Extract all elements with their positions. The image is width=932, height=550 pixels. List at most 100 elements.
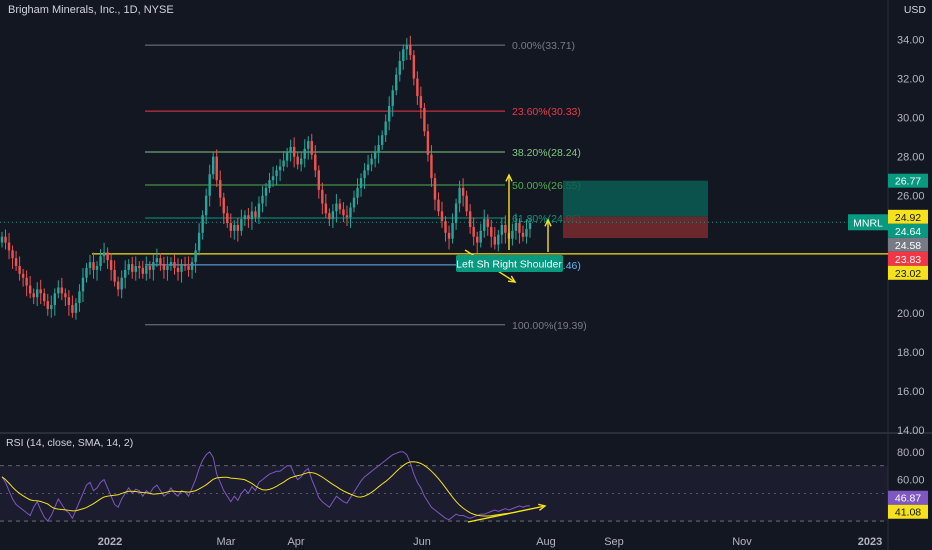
price-label: 24.58 [895,240,921,252]
candle-body [92,262,95,270]
candle-body [43,293,46,302]
candle-body [377,144,380,153]
candle-body [275,170,278,177]
price-label: 24.92 [895,212,921,224]
candle-body [504,225,507,233]
candle-body [447,232,451,239]
candle-body [271,176,275,181]
price-label-box [888,173,928,188]
candle-body [490,226,493,237]
candle-body [483,219,486,231]
candle-body [433,178,437,200]
time-tick-label: Nov [732,536,752,548]
chart-title: Brigham Minerals, Inc., 1D, NYSE [8,4,174,16]
price-tick-label: 26.00 [897,191,925,203]
candle-body [176,267,180,272]
rsi-label: 41.08 [895,507,921,519]
candle-body [88,262,92,268]
annotation-box [456,255,563,272]
rsi-label: 46.87 [895,493,921,505]
candle-body [423,107,426,132]
currency-label: USD [903,4,926,16]
candle-body [173,262,176,268]
fib-level-label: 100.00%(19.39) [512,320,587,332]
candle-body [50,305,53,309]
candle-body [155,258,159,263]
candle-body [226,213,229,224]
candle-body [525,228,528,237]
price-tick-label: 32.00 [897,74,925,86]
candle-body [317,170,320,190]
candle-body [349,207,352,218]
price-label: 23.83 [895,254,921,266]
candle-body [440,211,444,222]
candle-body [148,266,152,270]
candle-body [81,277,85,292]
candle-body [384,121,387,136]
candle-body [53,293,56,306]
candle-body [240,219,243,231]
candle-body [430,154,433,179]
candle-body [342,209,345,216]
pane-separator [0,432,932,434]
candle-body [219,180,222,198]
candle-body [208,174,211,196]
rsi-sma-line [1,461,531,517]
position-stop-zone [563,216,708,239]
price-tick-label: 34.00 [897,35,925,47]
candle-body [416,78,419,97]
candle-body [335,203,338,212]
candle-body [124,269,127,278]
candle-body [109,260,113,270]
candle-body [380,135,384,145]
candle-body [159,258,162,265]
candle-body [476,236,479,243]
candle-body [388,105,391,122]
candle-body [204,195,208,216]
candle-body [28,285,32,294]
candle-body [120,277,123,290]
candle-body [21,273,25,278]
candle-body [292,146,296,157]
candle-body [289,146,292,153]
time-tick-label: 2023 [858,536,882,548]
candle-body [310,141,313,155]
candle-body [373,152,377,159]
candle-body [296,156,299,165]
candle-body [511,230,514,239]
candle-body [356,187,359,198]
candle-body [359,178,363,188]
candle-body [113,269,116,282]
candle-body [7,242,11,251]
candle-body [391,90,394,106]
candle-body [201,215,204,233]
time-tick-label: Aug [536,536,556,548]
candle-body [352,197,356,208]
candle-body [468,211,472,227]
entry-arrow-head [544,218,552,227]
symbol-tag-box [848,214,888,231]
candle-body [180,264,183,272]
candle-body [454,203,458,224]
candle-body [366,164,370,171]
candle-body [187,266,190,270]
candle-body [461,187,465,196]
candle-body [409,45,412,56]
candle-body [405,45,408,50]
candle-body [152,262,155,270]
candle-body [331,211,335,220]
candle-body [307,141,310,149]
candle-body [300,158,303,165]
candle-body [493,236,496,245]
candle-body [444,221,447,233]
candle-body [363,170,366,179]
time-tick-label: Jun [413,536,431,548]
candle-body [338,203,342,210]
candle-body [412,55,416,79]
rsi-tick-label: 80.00 [897,447,925,459]
candle-body [102,252,106,257]
candle-body [85,267,88,278]
candle-body [486,219,489,227]
price-label-box [888,209,928,224]
